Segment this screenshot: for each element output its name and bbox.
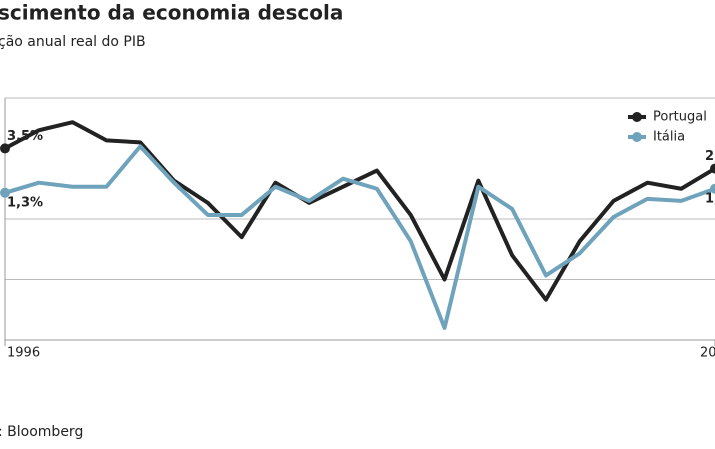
point-marker [0, 143, 10, 154]
data-label: 3,5% [7, 129, 43, 144]
data-label: 2, [705, 149, 715, 164]
point-marker [710, 183, 715, 194]
chart-title: scimento da economia descola [0, 1, 343, 25]
series-line [4, 120, 715, 302]
data-label: 1, [705, 191, 715, 206]
legend-label: Portugal [653, 110, 707, 125]
legend-label: Itália [653, 130, 685, 145]
legend-swatch-dot [632, 112, 642, 122]
point-marker [710, 163, 715, 174]
plot-area: 1996 20 3,5% 2, 1,3% 1, Portugal Itália [0, 97, 715, 361]
chart-subtitle: ção anual real do PIB [0, 34, 146, 50]
data-label: 1,3% [7, 195, 43, 210]
series-line [4, 144, 715, 330]
legend-swatch-dot [632, 132, 642, 142]
source: : Bloomberg [0, 424, 83, 440]
x-tick-label: 1996 [7, 346, 40, 361]
x-tick-label: 20 [700, 346, 715, 361]
point-marker [0, 187, 10, 198]
